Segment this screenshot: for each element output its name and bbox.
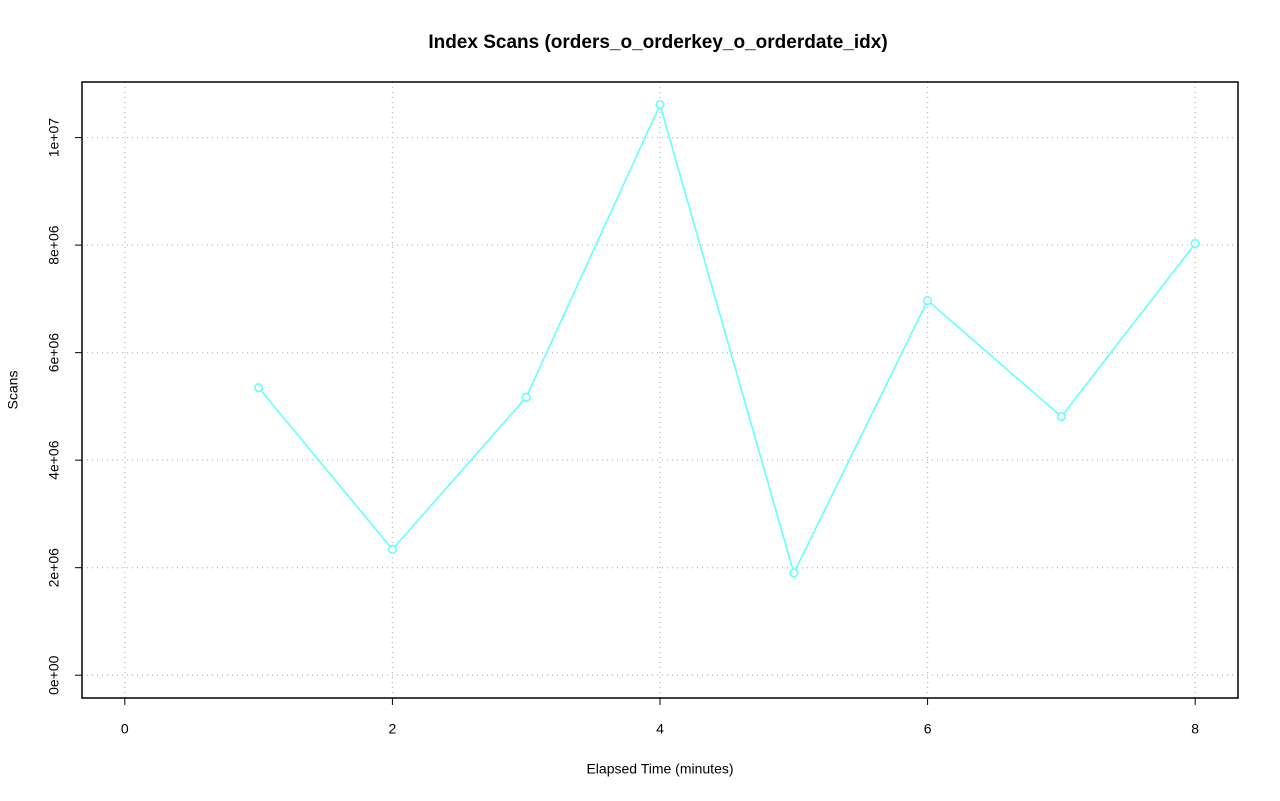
y-tick-label: 1e+07 (46, 118, 62, 158)
data-point (1056, 412, 1066, 422)
data-point (387, 544, 398, 555)
x-tick-label: 0 (121, 721, 129, 737)
y-axis-label: Scans (5, 371, 21, 410)
plot-frame (81, 81, 1239, 699)
data-point (655, 100, 665, 110)
y-tick-label: 2e+06 (46, 548, 62, 588)
x-tick-label: 4 (656, 721, 664, 737)
data-point (521, 392, 531, 402)
data-point (254, 382, 264, 393)
x-tick-label: 6 (924, 721, 932, 737)
series-line (257, 102, 1196, 576)
data-point (1190, 238, 1200, 249)
y-tick-label: 8e+06 (46, 225, 62, 265)
y-tick-label: 6e+06 (46, 333, 62, 373)
data-point (922, 295, 933, 306)
data-point (789, 568, 799, 578)
chart-title: Index Scans (orders_o_orderkey_o_orderda… (428, 32, 887, 53)
x-tick-label: 2 (389, 721, 397, 737)
y-tick-label: 4e+06 (46, 440, 62, 480)
x-tick-label: 8 (1191, 721, 1199, 737)
x-axis-label: Elapsed Time (minutes) (586, 761, 733, 777)
y-tick-label: 0e+00 (46, 655, 62, 695)
